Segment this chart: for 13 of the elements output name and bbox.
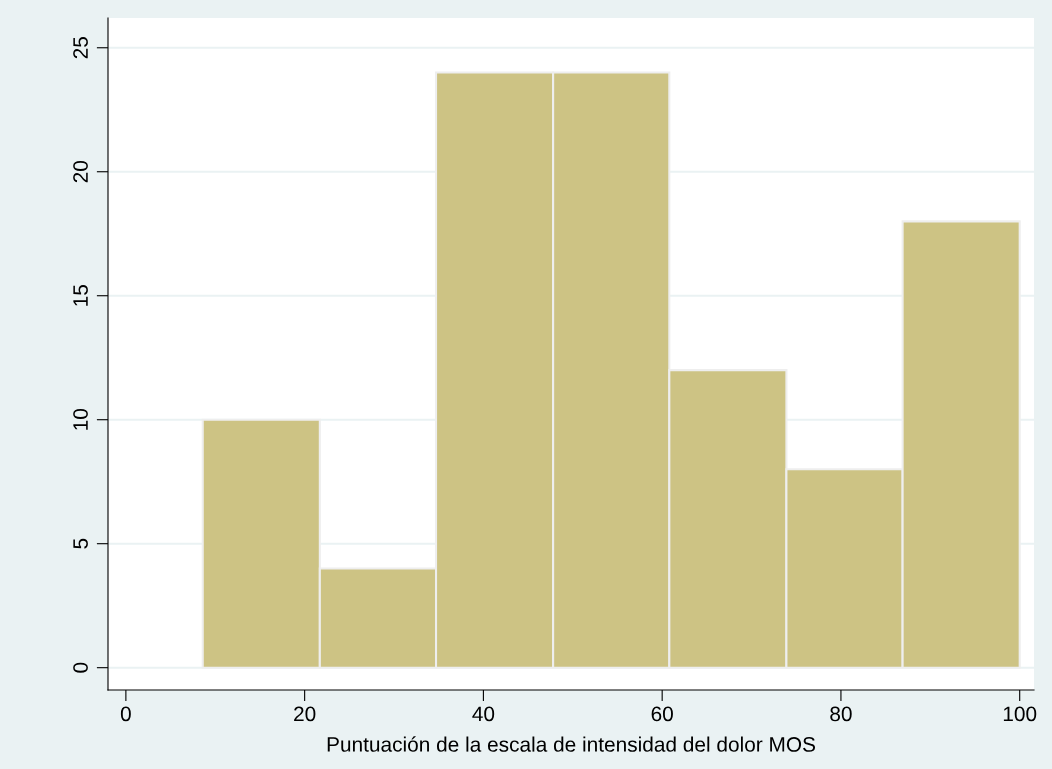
y-tick-label: 10 [73,408,88,430]
x-tick-label: 40 [472,706,495,722]
y-tick-label: 0 [73,662,88,673]
x-tick-label: 80 [830,706,852,722]
y-tick-label: 25 [73,37,88,59]
x-tick-label: 60 [651,706,673,722]
x-tick-label: 0 [120,706,131,722]
y-tick-label: 20 [73,160,88,183]
x-tick-label: 20 [294,706,316,722]
x-axis-title: Puntuación de la escala de intensidad del dolor MOS [327,736,816,752]
y-tick-label: 15 [73,285,88,306]
x-tick-label: 100 [1003,706,1037,722]
y-tick-label: 5 [73,538,88,549]
